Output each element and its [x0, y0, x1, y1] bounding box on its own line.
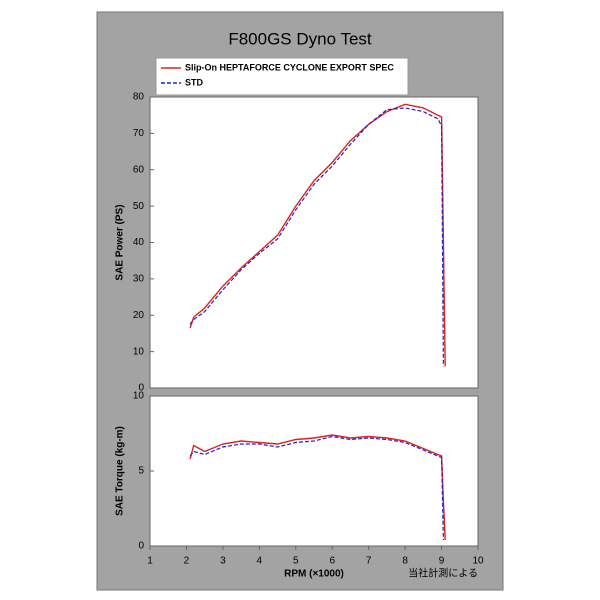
plot-area	[149, 96, 479, 389]
legend	[155, 57, 409, 96]
series-line	[189, 435, 444, 541]
annotation: 当社計測による	[408, 567, 478, 580]
series-line	[189, 434, 446, 541]
plot-area	[149, 395, 479, 547]
x-tick-label: 10	[472, 556, 484, 567]
x-axis-label: RPM (×1000)	[284, 569, 344, 580]
x-tick-label: 6	[329, 556, 335, 567]
y-tick-label: 30	[133, 274, 145, 285]
x-tick-label: 2	[184, 556, 190, 567]
y-axis-label: SAE Power (PS)	[115, 204, 126, 280]
y-tick-label: 70	[133, 128, 145, 139]
y-tick-label: 80	[133, 92, 145, 103]
y-tick-label: 10	[133, 391, 145, 402]
y-axis-label: SAE Torque (kg-m)	[115, 426, 126, 516]
x-tick-label: 1	[147, 556, 153, 567]
y-tick-label: 20	[133, 310, 145, 321]
series-line	[189, 103, 446, 367]
y-tick-label: 0	[138, 541, 144, 552]
legend-label: STD	[185, 77, 204, 87]
y-tick-label: 50	[133, 201, 145, 212]
y-tick-label: 40	[133, 237, 145, 248]
x-tick-label: 5	[293, 556, 299, 567]
legend-label: Slip-On HEPTAFORCE CYCLONE EXPORT SPEC	[185, 62, 394, 72]
x-tick-label: 8	[402, 556, 408, 567]
x-tick-label: 7	[366, 556, 372, 567]
x-tick-label: 4	[257, 556, 263, 567]
x-tick-label: 3	[220, 556, 226, 567]
x-tick-label: 9	[439, 556, 445, 567]
series-line	[189, 107, 444, 367]
y-tick-label: 10	[133, 346, 145, 357]
y-tick-label: 0	[138, 383, 144, 394]
chart-title: F800GS Dyno Test	[228, 29, 372, 48]
y-tick-label: 5	[138, 466, 144, 477]
y-tick-label: 60	[133, 164, 145, 175]
